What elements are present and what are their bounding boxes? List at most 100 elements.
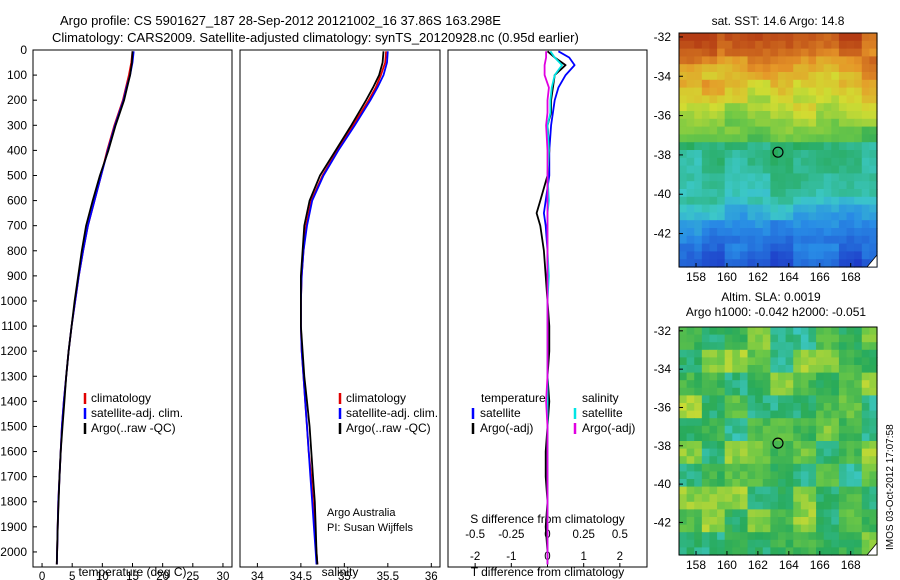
sla_map-heatmap-cell xyxy=(778,471,787,480)
sst_map-heatmap-cell xyxy=(762,204,771,213)
sla_map-heatmap-cell xyxy=(800,357,810,366)
sla_map-heatmap-cell xyxy=(778,387,787,396)
sla_map-heatmap-cell xyxy=(838,517,848,526)
sla_map-heatmap-cell xyxy=(846,334,855,343)
sla_map-heatmap-cell xyxy=(686,349,695,358)
sla_map-heatmap-cell xyxy=(808,372,817,381)
sst_map-heatmap-cell xyxy=(732,118,741,128)
sst_map-heatmap-cell xyxy=(770,181,779,190)
sla_map-heatmap-cell xyxy=(762,349,771,358)
sla_map-heatmap-cell xyxy=(854,433,863,442)
sst_map-heatmap-cell xyxy=(800,103,810,112)
sst_map-heatmap-cell xyxy=(816,126,825,135)
sst_map-heatmap-cell xyxy=(808,220,817,229)
sst_map-heatmap-cell xyxy=(838,235,848,245)
temperature-ytick-label: 1700 xyxy=(0,470,27,484)
sst_map-heatmap-cell xyxy=(846,212,855,221)
sst_map-heatmap-cell xyxy=(755,150,764,159)
sla_map-heatmap-cell xyxy=(816,456,825,465)
sla_map-heatmap-cell xyxy=(686,501,695,510)
sst_map-heatmap-cell xyxy=(755,259,764,268)
sla_map-heatmap-cell xyxy=(694,433,703,442)
sst_map-heatmap-cell xyxy=(808,259,817,268)
sst_map-heatmap-cell xyxy=(724,64,733,73)
sla_map-heatmap-cell xyxy=(679,494,688,503)
sla_map-heatmap-cell xyxy=(732,433,741,442)
sla_map-heatmap-cell xyxy=(854,463,863,472)
sla_map-heatmap-cell xyxy=(854,517,863,526)
sst_map-heatmap-cell xyxy=(694,220,703,229)
sst_map-heatmap-cell xyxy=(861,142,870,151)
sst_map-heatmap-cell xyxy=(770,118,779,128)
sst_map-heatmap-cell xyxy=(762,157,771,167)
sla_map-heatmap-cell xyxy=(739,387,749,396)
sla_map-heatmap-cell xyxy=(831,532,840,541)
sst_map-heatmap-cell xyxy=(762,64,771,73)
sla_map-heatmap-cell xyxy=(709,349,718,358)
sla_map-heatmap-cell xyxy=(800,418,810,427)
sla_map-heatmap-cell xyxy=(831,372,840,381)
sst_map-heatmap-cell xyxy=(823,204,832,213)
sst_map-heatmap-cell xyxy=(838,173,848,182)
sst_map-heatmap-cell xyxy=(755,165,764,174)
sla_map-heatmap-cell xyxy=(793,494,802,503)
sla_map-heatmap-cell xyxy=(732,486,741,495)
sst_map-heatmap-cell xyxy=(793,142,802,151)
sla_map-heatmap-cell xyxy=(831,433,840,442)
sst_map-heatmap-cell xyxy=(686,228,695,237)
sla_map-heatmap-cell xyxy=(755,372,764,381)
sst_map-heatmap-cell xyxy=(854,40,863,50)
sla_map-heatmap-cell xyxy=(785,395,794,404)
sst_map-heatmap-cell xyxy=(686,103,695,112)
sst_map-heatmap-cell xyxy=(793,33,802,42)
sla_map-heatmap-cell xyxy=(770,509,779,518)
sla_map-heatmap-cell xyxy=(778,547,787,556)
sla_map-heatmap-cell xyxy=(747,494,756,503)
salinity-xtick-label: 36 xyxy=(425,571,438,580)
sst_map-heatmap-cell xyxy=(869,33,878,42)
sla_map-heatmap-cell xyxy=(778,342,787,351)
sla_map-heatmap-cell xyxy=(838,425,848,434)
sst_map-heatmap-cell xyxy=(808,87,817,96)
sla_map-heatmap-cell xyxy=(778,425,787,434)
sst_map-heatmap-cell xyxy=(823,87,832,96)
sla_map-heatmap-cell xyxy=(739,395,749,404)
sst_map-heatmap-cell xyxy=(778,259,787,268)
sla_map-heatmap-cell xyxy=(770,539,779,548)
sst_map-heatmap-cell xyxy=(755,235,764,245)
sst_map-heatmap-cell xyxy=(762,150,771,159)
sla_map-heatmap-cell xyxy=(861,425,870,434)
sst_map-heatmap-cell xyxy=(861,48,870,57)
sst_map-heatmap-cell xyxy=(808,150,817,159)
sst_map-heatmap-cell xyxy=(747,150,756,159)
sst_map-heatmap-cell xyxy=(823,251,832,260)
sla_map-heatmap-cell xyxy=(694,547,703,556)
sst_map-heatmap-cell xyxy=(709,243,718,252)
sst_map-heatmap-cell xyxy=(762,87,771,96)
sst_map-heatmap-cell xyxy=(679,103,688,112)
sla_map-heatmap-cell xyxy=(869,349,878,358)
sst_map-heatmap-cell xyxy=(747,134,756,143)
sla_map-heatmap-cell xyxy=(861,456,870,465)
sla_map-heatmap-cell xyxy=(732,372,741,381)
sla_map-heatmap-cell xyxy=(785,494,794,503)
sla_map-heatmap-cell xyxy=(808,403,817,412)
sla-map-subtitle: Argo h1000: -0.042 h2000: -0.051 xyxy=(686,305,866,319)
sla_map-heatmap-cell xyxy=(694,380,703,389)
sla_map-heatmap-cell xyxy=(785,342,794,351)
sla_map-heatmap-cell xyxy=(694,456,703,465)
sst_map-heatmap-cell xyxy=(816,181,825,190)
sst_map-heatmap-cell xyxy=(717,212,726,221)
difference-series-line xyxy=(543,51,550,565)
sla_map-heatmap-cell xyxy=(823,418,832,427)
sst_map-heatmap-cell xyxy=(739,40,749,50)
sla_map-heatmap-cell xyxy=(854,357,863,366)
sst_map-heatmap-cell xyxy=(800,56,810,65)
sst_map-heatmap-cell xyxy=(694,157,703,167)
sst_map-heatmap-cell xyxy=(762,189,771,198)
header-line-1: Argo profile: CS 5901627_187 28-Sep-2012… xyxy=(60,13,501,28)
sla_map-heatmap-cell xyxy=(838,532,848,541)
sla_map-heatmap-cell xyxy=(778,524,787,533)
sst_map-heatmap-cell xyxy=(686,259,695,268)
sla_map-heatmap-cell xyxy=(785,501,794,510)
